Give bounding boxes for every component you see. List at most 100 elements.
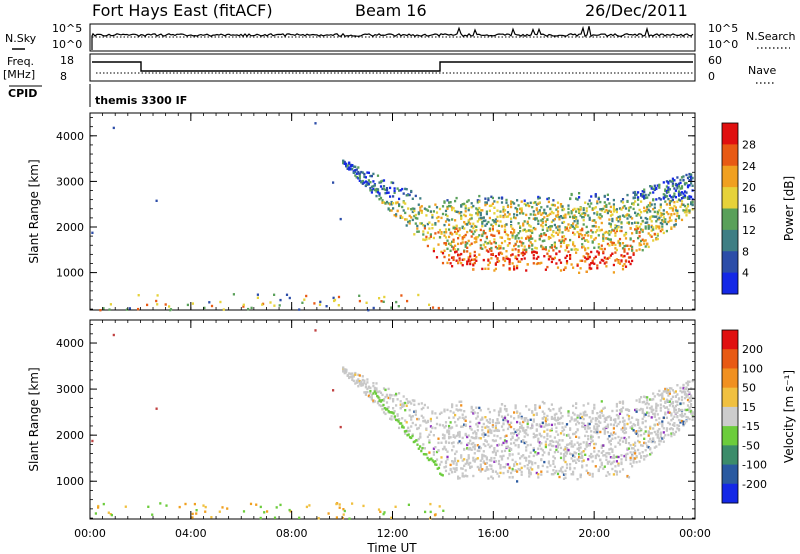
echo-cell (519, 207, 522, 211)
echo-cell (526, 422, 529, 426)
echo-cell (491, 227, 494, 231)
echo-cell (609, 462, 612, 466)
echo-cell (460, 205, 463, 208)
echo-cell (475, 406, 478, 409)
echo-cell (686, 185, 690, 189)
echo-cell (579, 267, 582, 270)
echo-cell (351, 372, 354, 375)
echo-cell (342, 513, 345, 516)
echo-cell (425, 453, 428, 456)
echo-cell (499, 455, 502, 458)
echo-cell (382, 387, 386, 390)
echo-cell (591, 411, 594, 415)
echo-cell (567, 443, 570, 446)
echo-cell (343, 368, 346, 371)
echo-cell (485, 466, 488, 469)
echo-cell (516, 257, 519, 261)
echo-cell (637, 421, 640, 424)
echo-cell (549, 435, 552, 438)
echo-cell (537, 440, 540, 443)
echo-cell (390, 181, 393, 184)
echo-cell (385, 401, 389, 404)
echo-cell (555, 448, 558, 452)
echo-cell (342, 508, 345, 511)
echo-cell (575, 197, 578, 200)
echo-cell (632, 429, 635, 432)
echo-cell (288, 296, 291, 300)
echo-cell (460, 252, 463, 256)
echo-cell (395, 394, 398, 397)
echo-cell (646, 445, 649, 449)
echo-cell (444, 236, 448, 239)
echo-cell (390, 411, 393, 414)
echo-cell (564, 469, 567, 472)
echo-cell (449, 426, 452, 430)
echo-cell (686, 389, 690, 393)
echo-cell (609, 223, 612, 226)
echo-cell (579, 473, 582, 476)
echo-cell (407, 503, 410, 506)
echo-cell (564, 216, 567, 219)
echo-cell (417, 426, 420, 430)
echo-cell (232, 293, 235, 296)
echo-cell (308, 504, 311, 507)
echo-cell (559, 416, 563, 420)
echo-cell (615, 210, 618, 214)
echo-cell (635, 249, 638, 252)
echo-cell (543, 255, 546, 258)
echo-cell (457, 261, 460, 264)
echo-cell (491, 202, 494, 205)
echo-cell (502, 210, 505, 213)
echo-cell (683, 412, 687, 416)
echo-cell (617, 241, 620, 244)
echo-cell (599, 217, 602, 220)
echo-cell (467, 462, 470, 465)
echo-cell (496, 229, 499, 233)
echo-cell (612, 418, 615, 422)
echo-cell (581, 466, 584, 469)
echo-cell (578, 436, 581, 439)
echo-cell (422, 230, 425, 233)
echo-cell (369, 392, 372, 395)
echo-cell (646, 221, 649, 224)
echo-cell (547, 200, 550, 204)
echo-cell (385, 191, 389, 195)
echo-cell (620, 458, 623, 461)
echo-cell (594, 454, 597, 458)
echo-cell (556, 266, 560, 269)
echo-cell (94, 512, 97, 515)
echo-cell (673, 179, 676, 182)
echo-cell (679, 386, 682, 390)
echo-cell (608, 448, 611, 451)
echo-cell (452, 460, 455, 463)
echo-cell (644, 430, 647, 433)
echo-cell (559, 411, 563, 415)
echo-cell (425, 238, 428, 241)
echo-cell (354, 373, 357, 376)
echo-cell (523, 220, 526, 223)
echo-cell (602, 454, 605, 457)
echo-cell (659, 431, 662, 434)
echo-cell (466, 461, 469, 464)
echo-cell (472, 409, 475, 412)
echo-cell (426, 231, 429, 234)
echo-cell (482, 432, 485, 435)
echo-cell (546, 465, 549, 469)
echo-cell (511, 201, 514, 204)
echo-cell (528, 408, 531, 411)
echo-cell (91, 231, 94, 234)
echo-cell (576, 416, 579, 419)
echo-cell (379, 391, 383, 394)
echo-cell (452, 416, 455, 419)
echo-cell (467, 221, 470, 224)
echo-cell (538, 262, 541, 265)
echo-cell (682, 424, 685, 427)
echo-cell (531, 231, 534, 234)
echo-cell (591, 240, 594, 243)
echo-cell (460, 400, 463, 403)
echo-cell (460, 467, 463, 470)
echo-cell (503, 416, 507, 420)
echo-cell (505, 419, 508, 422)
echo-cell (534, 434, 537, 437)
echo-cell (502, 441, 505, 445)
